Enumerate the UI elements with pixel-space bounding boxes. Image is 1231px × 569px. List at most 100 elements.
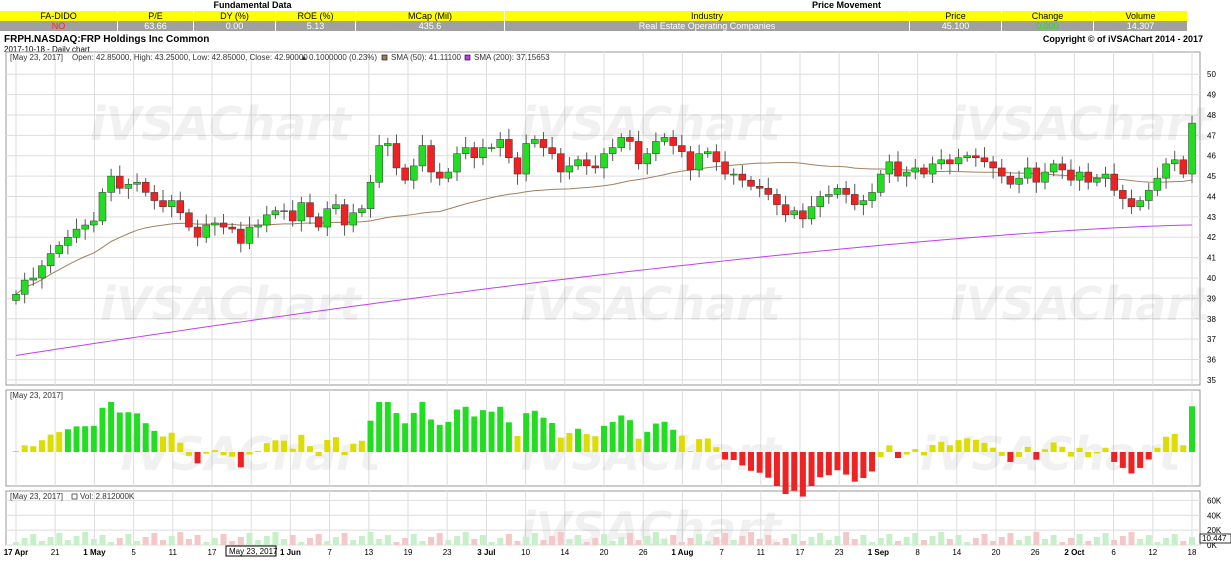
osc-bar xyxy=(220,452,227,456)
date-tick-label: 23 xyxy=(443,548,452,557)
osc-bar xyxy=(946,445,953,452)
candle-body xyxy=(678,145,686,152)
osc-bar xyxy=(955,440,962,452)
volume-bar xyxy=(1163,538,1170,545)
col-label-pe: P/E xyxy=(118,11,194,21)
volume-bar xyxy=(799,541,806,545)
price-tick-label: 40 xyxy=(1207,274,1216,283)
osc-bar xyxy=(255,450,262,452)
col-value-industry: Real Estate Operating Companies xyxy=(505,21,910,31)
osc-bar xyxy=(1171,433,1178,452)
section-fundamental: Fundamental Data xyxy=(213,0,292,10)
candle-body xyxy=(392,143,401,169)
osc-bar xyxy=(1024,446,1031,452)
candle-body xyxy=(937,159,945,165)
col-label-dy: DY (%) xyxy=(194,11,276,21)
osc-bar xyxy=(998,452,1005,456)
osc-bar xyxy=(791,452,798,491)
volume-bar xyxy=(990,541,997,545)
volume-bar xyxy=(834,536,841,545)
volume-bar xyxy=(134,541,141,545)
chart-date-line: 2017-10-18 - Daily chart xyxy=(4,45,90,54)
candle-body xyxy=(626,137,634,142)
price-tick-label: 43 xyxy=(1207,213,1216,222)
volume-bar xyxy=(350,540,357,545)
volume-bar xyxy=(1180,541,1187,545)
volume-bar xyxy=(1137,539,1144,545)
candle-body xyxy=(531,139,539,144)
candle-body xyxy=(418,145,427,167)
col-label-mcap: MCap (Mil) xyxy=(356,11,505,21)
osc-bar xyxy=(877,452,884,457)
osc-bar xyxy=(177,442,184,452)
volume-bar xyxy=(315,534,322,545)
col-value-pe: 63.66 xyxy=(118,21,194,31)
vol-value-label xyxy=(1199,533,1231,544)
candle-body xyxy=(245,226,254,244)
osc-bar xyxy=(99,407,106,452)
candle-body xyxy=(911,167,920,173)
volume-bar xyxy=(289,535,296,545)
volume-bar xyxy=(220,534,227,545)
volume-bar xyxy=(272,532,279,545)
candle-body xyxy=(314,216,323,228)
date-tick-label: 26 xyxy=(1031,548,1040,557)
price-tick-label: 41 xyxy=(1207,254,1216,263)
col-label-industry: Industry xyxy=(505,11,910,21)
candle-body xyxy=(1153,177,1162,191)
candle-body xyxy=(557,153,565,173)
volume-bar xyxy=(82,532,89,545)
volume-bar xyxy=(938,532,945,545)
volume-bar xyxy=(13,542,19,545)
osc-bar xyxy=(825,452,832,476)
price-tick-label: 42 xyxy=(1207,233,1216,242)
osc-bar xyxy=(436,424,443,452)
osc-bar xyxy=(376,402,383,452)
candle-body xyxy=(358,208,366,214)
volume-bar xyxy=(825,540,832,545)
volume-bar xyxy=(1128,532,1135,545)
candle-body xyxy=(1006,175,1015,185)
candle-body xyxy=(1136,200,1144,207)
osc-bar xyxy=(920,452,927,456)
candle-body xyxy=(167,200,176,207)
osc-bar xyxy=(108,402,115,452)
osc-bar xyxy=(851,452,858,482)
date-tick-label: 5 xyxy=(131,548,136,557)
volume-bar xyxy=(1102,533,1109,545)
osc-bar xyxy=(160,436,166,452)
volume-bar xyxy=(471,539,478,545)
candle-body xyxy=(591,165,600,169)
price-tick-label: 49 xyxy=(1207,91,1216,100)
osc-bar xyxy=(298,434,305,452)
osc-bar xyxy=(748,452,754,471)
candle-body xyxy=(738,173,747,181)
price-tick-label: 47 xyxy=(1207,131,1216,140)
candle-body xyxy=(202,224,210,238)
date-tick-label: 20 xyxy=(600,548,609,557)
selected-date-box[interactable] xyxy=(225,545,277,557)
col-label-change: Change xyxy=(1002,11,1094,21)
candle-body xyxy=(176,200,185,214)
osc-bar xyxy=(151,430,158,452)
osc-bar xyxy=(739,452,746,466)
candle-body xyxy=(479,147,487,159)
osc-bar xyxy=(782,452,789,494)
osc-bar xyxy=(964,438,971,452)
osc-bar xyxy=(1050,442,1057,452)
osc-bar xyxy=(704,438,711,452)
volume-bar xyxy=(851,539,858,545)
date-tick-label: 1 Sep xyxy=(868,548,889,557)
candle-body xyxy=(980,157,989,163)
osc-bar xyxy=(142,423,149,452)
volume-bar xyxy=(151,533,158,545)
osc-bar xyxy=(30,446,37,452)
osc-bar xyxy=(1042,449,1048,452)
candle-body xyxy=(366,181,375,209)
candle-body xyxy=(807,206,816,220)
date-tick-label: 12 xyxy=(1148,548,1157,557)
volume-bar xyxy=(454,536,460,545)
volume-bar xyxy=(505,534,512,545)
volume-bar xyxy=(817,533,824,545)
